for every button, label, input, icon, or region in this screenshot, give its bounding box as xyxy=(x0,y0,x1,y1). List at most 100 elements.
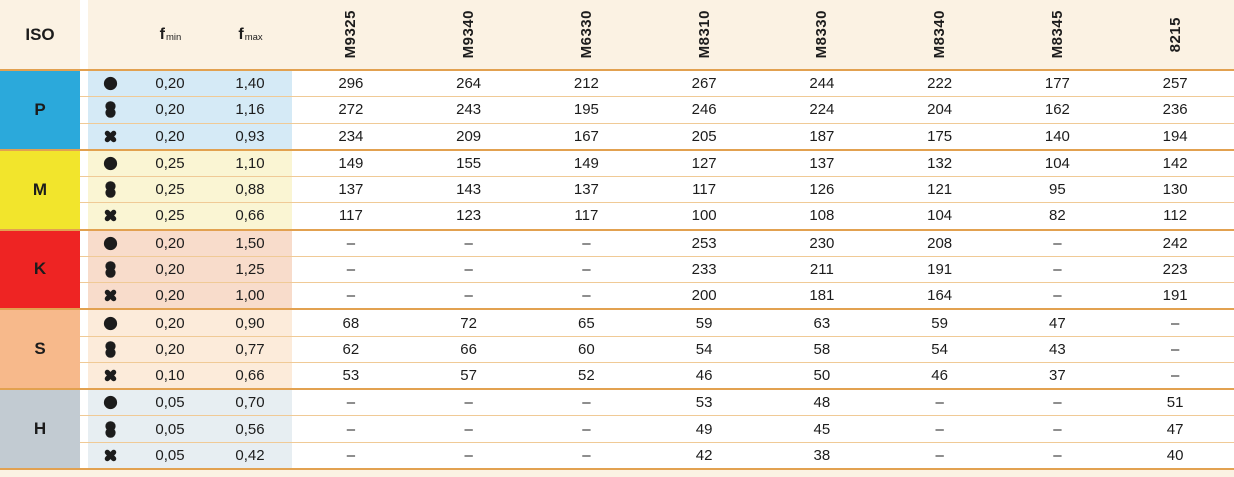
column-gap xyxy=(80,283,88,309)
fmax-value: 0,66 xyxy=(208,362,292,389)
grade-label: M9325 xyxy=(342,10,360,59)
data-cell: 54 xyxy=(645,336,763,362)
circle-icon xyxy=(88,150,132,177)
data-cell: 54 xyxy=(880,336,999,362)
fmin-value: 0,05 xyxy=(132,416,208,442)
fmin-value: 0,25 xyxy=(132,177,208,203)
data-cell: 123 xyxy=(409,203,528,229)
data-cell: – xyxy=(409,390,528,416)
table-footer-strip xyxy=(0,468,1234,477)
group-rows: 0,20 1,40 296 264 212 267 244 222 177 257 0,20 1,16… xyxy=(80,71,1234,149)
column-gap xyxy=(80,416,88,442)
fmin-subscript: min xyxy=(166,32,182,43)
data-cell: 267 xyxy=(645,71,763,97)
fmax-value: 0,42 xyxy=(208,442,292,468)
double-circle-icon xyxy=(88,97,132,123)
fmax-value: 1,00 xyxy=(208,283,292,309)
data-cell: 272 xyxy=(292,97,410,123)
table-row: 0,25 0,66 117 123 117 100 108 104 82 112 xyxy=(80,203,1234,229)
table-row: 0,20 1,00– – –200 181 164–191 xyxy=(80,283,1234,309)
data-cell: – xyxy=(998,416,1117,442)
data-cell: 149 xyxy=(292,150,410,177)
data-cell: 38 xyxy=(763,442,881,468)
grade-column-header: M9340 xyxy=(410,0,528,69)
grade-label: M8345 xyxy=(1048,10,1066,59)
data-cell: 246 xyxy=(645,97,763,123)
data-cell: – xyxy=(998,442,1117,468)
data-cell: 50 xyxy=(763,362,881,389)
data-cell: – xyxy=(998,230,1117,256)
data-cell: 59 xyxy=(880,310,999,336)
data-cell: 51 xyxy=(1116,390,1234,416)
data-cell: – xyxy=(880,442,999,468)
column-gap xyxy=(80,177,88,203)
data-cell: 187 xyxy=(763,123,881,149)
column-gap xyxy=(80,256,88,283)
data-cell: 126 xyxy=(763,177,881,203)
grade-column-headers: M9325 M9340 M6330 M8310 M8330 M8340 M8345 8215 xyxy=(292,0,1234,69)
data-cell: 46 xyxy=(880,362,999,389)
grade-column-header: M8340 xyxy=(881,0,999,69)
data-cell: – xyxy=(409,256,528,283)
circle-icon xyxy=(88,310,132,336)
data-cell: 117 xyxy=(645,177,763,203)
data-cell: 211 xyxy=(763,256,881,283)
data-cell: 155 xyxy=(409,150,528,177)
data-cell: – xyxy=(527,442,646,468)
data-cell: 53 xyxy=(645,390,763,416)
data-cell: 121 xyxy=(880,177,999,203)
data-cell: 62 xyxy=(292,336,410,362)
data-cell: 65 xyxy=(527,310,646,336)
cross-icon xyxy=(88,283,132,309)
data-cell: – xyxy=(409,416,528,442)
grade-label: M8330 xyxy=(813,10,831,59)
column-gap xyxy=(80,310,88,336)
data-cell: 243 xyxy=(409,97,528,123)
table-row: 0,10 0,66 53 57 52 46 50 46 37– xyxy=(80,362,1234,389)
fmin-value: 0,25 xyxy=(132,150,208,177)
fmax-value: 1,40 xyxy=(208,71,292,97)
fmin-symbol: f xyxy=(159,25,165,43)
fmax-value: 0,56 xyxy=(208,416,292,442)
data-cell: 49 xyxy=(645,416,763,442)
data-cell: 209 xyxy=(409,123,528,149)
group-rows: 0,20 1,50– – –253 230 208–242 0,20 1,25– – –233 21… xyxy=(80,230,1234,309)
data-cell: 253 xyxy=(645,230,763,256)
column-gap xyxy=(80,97,88,123)
group-rows: 0,25 1,10 149 155 149 127 137 132 104 142 0,25 0,88… xyxy=(80,150,1234,229)
table-row: 0,20 0,93 234 209 167 205 187 175 140 194 xyxy=(80,123,1234,149)
iso-group-label-k: K xyxy=(0,230,80,309)
data-cell: 47 xyxy=(998,310,1117,336)
data-cell: 52 xyxy=(527,362,646,389)
fmax-value: 0,90 xyxy=(208,310,292,336)
grade-label: M8340 xyxy=(931,10,949,59)
data-cell: 59 xyxy=(645,310,763,336)
table-row: 0,20 1,25– – –233 211 191–223 xyxy=(80,256,1234,284)
data-cell: – xyxy=(527,256,646,283)
table-body: P 0,20 1,40 296 264 212 267 244 222 177 257 0,20 1,1… xyxy=(0,71,1234,468)
data-cell: 53 xyxy=(292,362,410,389)
iso-group-label-h: H xyxy=(0,390,80,468)
data-cell: 40 xyxy=(1116,442,1234,468)
grade-label: M8310 xyxy=(695,10,713,59)
grade-column-header: M8345 xyxy=(999,0,1117,69)
data-cell: 208 xyxy=(880,230,999,256)
table-row: 0,25 0,88 137 143 137 117 126 121 95 130 xyxy=(80,177,1234,204)
data-cell: 37 xyxy=(998,362,1117,389)
data-cell: 167 xyxy=(527,123,646,149)
grade-column-header: 8215 xyxy=(1116,0,1234,69)
data-cell: 130 xyxy=(1116,177,1234,203)
data-cell: 230 xyxy=(763,230,881,256)
data-cell: – xyxy=(292,230,410,256)
fmax-header: f max xyxy=(208,0,292,69)
cross-icon xyxy=(88,362,132,389)
iso-group-label-s: S xyxy=(0,310,80,389)
fmax-value: 1,10 xyxy=(208,150,292,177)
circle-icon xyxy=(88,71,132,97)
data-cell: 117 xyxy=(292,203,410,229)
data-cell: 137 xyxy=(292,177,410,203)
fmax-value: 1,16 xyxy=(208,97,292,123)
column-gap xyxy=(80,336,88,362)
data-cell: 57 xyxy=(409,362,528,389)
